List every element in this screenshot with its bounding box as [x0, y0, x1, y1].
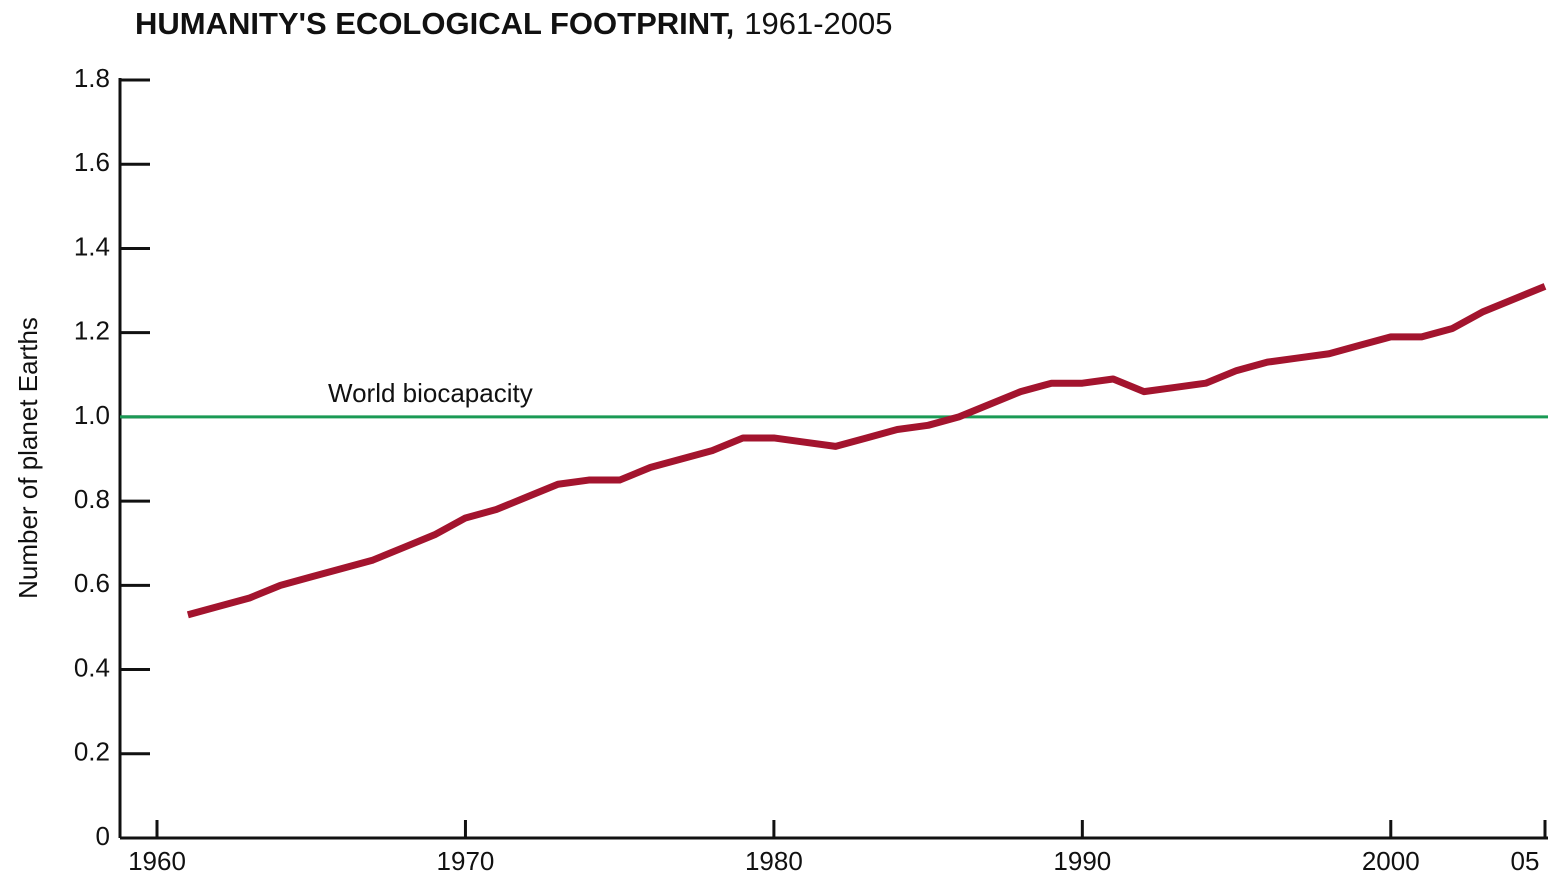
- x-tick-label: 1970: [437, 846, 495, 876]
- footprint-line: [186, 283, 1547, 619]
- y-tick-label: 0.2: [74, 737, 110, 767]
- x-tick-label: 05: [1511, 846, 1540, 876]
- reference-label: World biocapacity: [328, 378, 533, 408]
- y-tick-label: 1.2: [74, 316, 110, 346]
- chart-subtitle: 1961-2005: [744, 6, 892, 41]
- y-tick-label: 1.8: [74, 63, 110, 93]
- x-tick-label: 2000: [1362, 846, 1420, 876]
- y-tick-label: 1.0: [74, 400, 110, 430]
- y-axis-label: Number of planet Earths: [13, 317, 43, 599]
- chart-title: HUMANITY'S ECOLOGICAL FOOTPRINT,: [135, 6, 734, 41]
- x-tick-label: 1960: [128, 846, 186, 876]
- x-tick-label: 1990: [1053, 846, 1111, 876]
- y-tick-label: 1.6: [74, 147, 110, 177]
- y-tick-label: 0.4: [74, 652, 110, 682]
- x-tick-label: 1980: [745, 846, 803, 876]
- y-tick-label: 1.4: [74, 231, 110, 261]
- y-tick-label: 0: [96, 821, 110, 851]
- y-tick-label: 0.8: [74, 484, 110, 514]
- y-tick-label: 0.6: [74, 568, 110, 598]
